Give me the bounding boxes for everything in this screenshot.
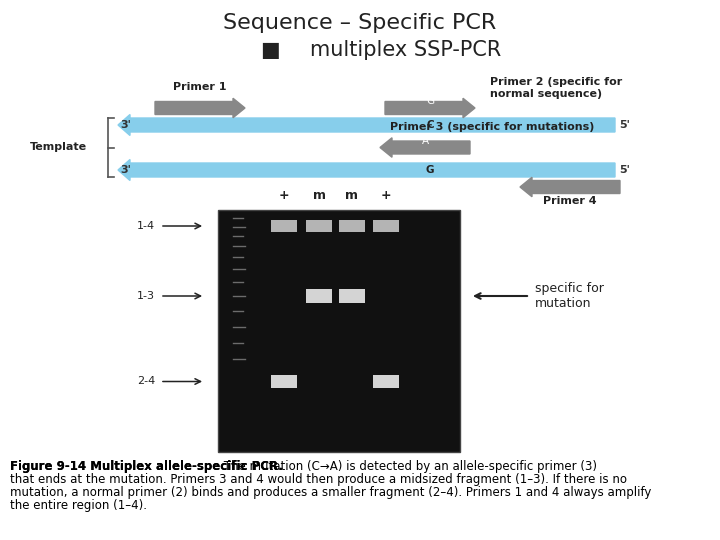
Text: 5': 5' xyxy=(619,120,630,130)
Text: Primer 2 (specific for
normal sequence): Primer 2 (specific for normal sequence) xyxy=(490,77,622,99)
Text: ■: ■ xyxy=(260,40,280,60)
Text: Figure 9-14 Multiplex allele-specific PCR.: Figure 9-14 Multiplex allele-specific PC… xyxy=(10,460,283,473)
Bar xyxy=(339,220,365,232)
Text: that ends at the mutation. Primers 3 and 4 would then produce a midsized fragmen: that ends at the mutation. Primers 3 and… xyxy=(10,473,627,486)
Text: mutation, a normal primer (2) binds and produces a smaller fragment (2–4). Prime: mutation, a normal primer (2) binds and … xyxy=(10,486,652,499)
Text: 5': 5' xyxy=(619,165,630,175)
FancyArrow shape xyxy=(155,98,245,118)
Text: +: + xyxy=(279,189,289,202)
Text: Sequence – Specific PCR: Sequence – Specific PCR xyxy=(223,13,497,33)
Text: m: m xyxy=(346,189,359,202)
Text: 1-4: 1-4 xyxy=(137,221,155,231)
Text: Figure 9-14 Multiplex allele-specific PCR.: Figure 9-14 Multiplex allele-specific PC… xyxy=(10,460,283,473)
Bar xyxy=(339,289,365,303)
FancyArrow shape xyxy=(380,138,470,157)
Bar xyxy=(218,210,460,452)
Text: A: A xyxy=(421,136,428,146)
Bar xyxy=(271,375,297,388)
Text: C: C xyxy=(426,120,434,130)
Text: 3': 3' xyxy=(120,120,131,130)
FancyArrow shape xyxy=(118,114,615,136)
Text: The mutation (C→A) is detected by an allele-specific primer (3): The mutation (C→A) is detected by an all… xyxy=(220,460,597,473)
Text: the entire region (1–4).: the entire region (1–4). xyxy=(10,499,147,512)
Bar xyxy=(373,220,399,232)
Text: Primer 3 (specific for mutations): Primer 3 (specific for mutations) xyxy=(390,122,595,132)
Text: 1-3: 1-3 xyxy=(137,291,155,301)
Bar xyxy=(306,289,332,303)
Text: specific for
mutation: specific for mutation xyxy=(535,282,604,310)
Bar xyxy=(271,220,297,232)
Text: Primer 1: Primer 1 xyxy=(174,82,227,92)
FancyArrow shape xyxy=(385,98,475,118)
Text: Primer 4: Primer 4 xyxy=(543,197,597,206)
FancyArrow shape xyxy=(520,177,620,197)
FancyArrow shape xyxy=(118,159,615,180)
Text: 2-4: 2-4 xyxy=(137,376,155,387)
Text: +: + xyxy=(381,189,391,202)
Text: Template: Template xyxy=(30,143,87,152)
Bar xyxy=(373,375,399,388)
Text: G: G xyxy=(426,165,434,175)
Text: 3': 3' xyxy=(120,165,131,175)
Text: multiplex SSP-PCR: multiplex SSP-PCR xyxy=(310,40,501,60)
Text: G: G xyxy=(426,97,434,106)
Text: m: m xyxy=(312,189,325,202)
Bar xyxy=(306,220,332,232)
